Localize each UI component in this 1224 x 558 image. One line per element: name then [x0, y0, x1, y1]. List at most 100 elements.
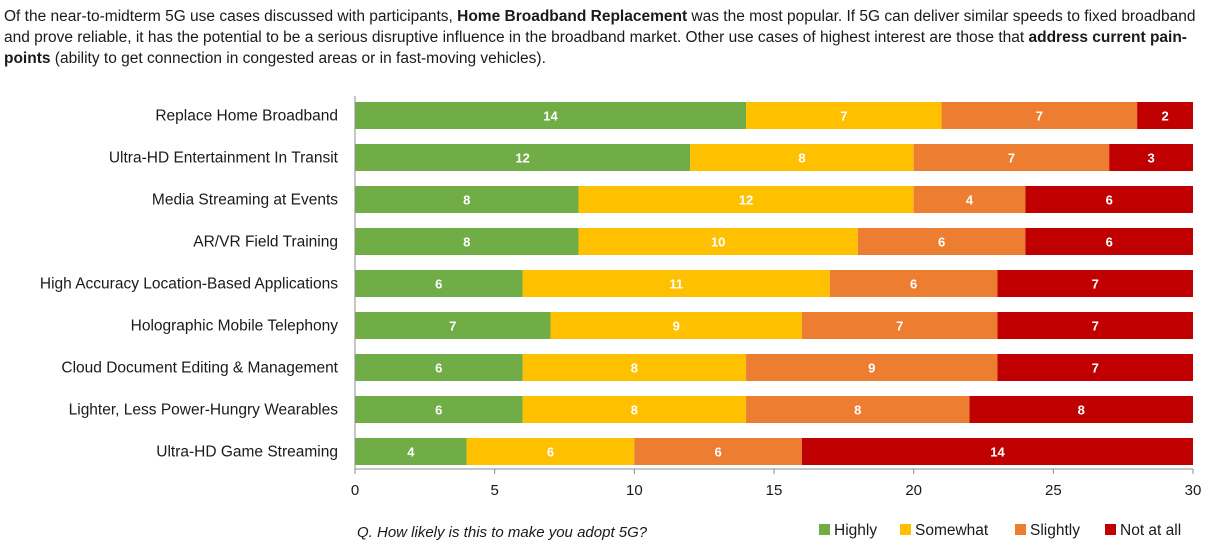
category-labels: Replace Home Broadband Ultra-HD Entertain… — [40, 108, 339, 461]
intro-bold-2: address current pain-points — [4, 29, 1187, 67]
data-label-somewhat-replace-home-broadband: 7 — [840, 109, 847, 124]
bar-somewhat-holographic-mobile-telephony — [550, 312, 802, 339]
bars-group: 14 7 7 2 12 8 7 3 8 12 4 6 8 10 6 6 6 11 6 7 7 9 7 7 6 8 9 7 6 8 8 8 4 6 6… — [355, 102, 1193, 465]
bar-somewhat-lighter-less-power-hungry-wearables — [522, 396, 747, 423]
category-label-lighter-less-power-hungry-wearables: Lighter, Less Power-Hungry Wearables — [69, 402, 339, 419]
x-axis: 0 5 10 15 20 25 30 — [351, 96, 1202, 499]
data-label-not-at-all-ultra-hd-game-streaming: 14 — [990, 445, 1005, 460]
category-label-high-accuracy-location-based-applications: High Accuracy Location-Based Application… — [40, 276, 338, 293]
data-label-somewhat-high-accuracy-location-based-applications: 11 — [669, 277, 683, 292]
data-label-somewhat-holographic-mobile-telephony: 9 — [673, 319, 680, 334]
data-label-slightly-media-streaming-at-events: 4 — [966, 193, 974, 208]
x-tick-label-10: 10 — [626, 482, 643, 499]
intro-text-2: was the most popular. If 5G can deliver … — [4, 8, 1196, 46]
x-tick-label-0: 0 — [351, 482, 359, 499]
bar-somewhat-high-accuracy-location-based-applications — [522, 270, 830, 297]
intro-bold-1: Home Broadband Replacement — [457, 8, 688, 25]
bar-highly-ultra-hd-entertainment-in-transit — [355, 144, 691, 171]
intro-text-3: (ability to get connection in congested … — [50, 50, 546, 67]
intro-paragraph: Of the near-to-midterm 5G use cases disc… — [4, 6, 1216, 69]
data-label-slightly-holographic-mobile-telephony: 7 — [896, 319, 903, 334]
legend-label-highly: Highly — [834, 522, 877, 539]
bar-highly-holographic-mobile-telephony — [355, 312, 551, 339]
bar-highly-replace-home-broadband — [355, 102, 747, 129]
bar-slightly-replace-home-broadband — [941, 102, 1138, 129]
data-label-slightly-cloud-document-editing-management: 9 — [868, 361, 875, 376]
bar-not-at-all-lighter-less-power-hungry-wearables — [969, 396, 1193, 423]
bar-slightly-cloud-document-editing-management — [746, 354, 998, 381]
data-label-not-at-all-ar-vr-field-training: 6 — [1106, 235, 1113, 250]
bar-slightly-ar-vr-field-training — [857, 228, 1026, 255]
bar-not-at-all-ultra-hd-entertainment-in-transit — [1109, 144, 1193, 171]
bar-highly-media-streaming-at-events — [355, 186, 579, 213]
bar-not-at-all-high-accuracy-location-based-applications — [997, 270, 1193, 297]
bar-highly-ultra-hd-game-streaming — [355, 438, 467, 465]
bar-slightly-lighter-less-power-hungry-wearables — [746, 396, 970, 423]
bar-somewhat-cloud-document-editing-management — [522, 354, 747, 381]
data-label-slightly-replace-home-broadband: 7 — [1036, 109, 1043, 124]
category-label-replace-home-broadband: Replace Home Broadband — [155, 108, 338, 125]
x-tick-label-25: 25 — [1045, 482, 1062, 499]
data-label-slightly-lighter-less-power-hungry-wearables: 8 — [854, 403, 861, 418]
category-label-cloud-document-editing-management: Cloud Document Editing & Management — [61, 360, 338, 377]
bar-somewhat-ultra-hd-entertainment-in-transit — [690, 144, 914, 171]
bar-slightly-holographic-mobile-telephony — [801, 312, 998, 339]
data-label-somewhat-ultra-hd-entertainment-in-transit: 8 — [798, 151, 805, 166]
data-label-highly-ar-vr-field-training: 8 — [463, 235, 470, 250]
data-label-somewhat-ar-vr-field-training: 10 — [711, 235, 725, 250]
data-label-highly-high-accuracy-location-based-applications: 6 — [435, 277, 442, 292]
data-label-highly-holographic-mobile-telephony: 7 — [449, 319, 456, 334]
data-label-somewhat-ultra-hd-game-streaming: 6 — [547, 445, 554, 460]
intro-text-1: Of the near-to-midterm 5G use cases disc… — [4, 8, 458, 25]
data-label-somewhat-cloud-document-editing-management: 8 — [631, 361, 638, 376]
legend-swatch-highly — [819, 524, 830, 535]
data-label-somewhat-lighter-less-power-hungry-wearables: 8 — [631, 403, 638, 418]
data-label-slightly-ultra-hd-game-streaming: 6 — [715, 445, 722, 460]
x-tick-label-20: 20 — [905, 482, 922, 499]
bar-slightly-high-accuracy-location-based-applications — [829, 270, 998, 297]
data-label-highly-media-streaming-at-events: 8 — [463, 193, 470, 208]
bar-not-at-all-cloud-document-editing-management — [997, 354, 1193, 381]
bar-somewhat-replace-home-broadband — [746, 102, 942, 129]
bar-slightly-ultra-hd-entertainment-in-transit — [913, 144, 1110, 171]
bar-somewhat-ar-vr-field-training — [578, 228, 858, 255]
legend-swatch-slightly — [1015, 524, 1026, 535]
category-label-media-streaming-at-events: Media Streaming at Events — [152, 192, 338, 209]
data-label-highly-ultra-hd-entertainment-in-transit: 12 — [515, 151, 529, 166]
data-label-slightly-high-accuracy-location-based-applications: 6 — [910, 277, 917, 292]
bar-highly-lighter-less-power-hungry-wearables — [355, 396, 523, 423]
category-label-holographic-mobile-telephony: Holographic Mobile Telephony — [131, 318, 339, 335]
data-label-not-at-all-cloud-document-editing-management: 7 — [1092, 361, 1099, 376]
legend-swatch-somewhat — [900, 524, 911, 535]
bar-slightly-media-streaming-at-events — [913, 186, 1026, 213]
x-tick-label-15: 15 — [766, 482, 783, 499]
data-label-not-at-all-media-streaming-at-events: 6 — [1106, 193, 1113, 208]
data-label-highly-ultra-hd-game-streaming: 4 — [407, 445, 415, 460]
bar-not-at-all-ar-vr-field-training — [1025, 228, 1193, 255]
bar-highly-cloud-document-editing-management — [355, 354, 523, 381]
bar-somewhat-media-streaming-at-events — [578, 186, 914, 213]
x-tick-label-30: 30 — [1185, 482, 1202, 499]
category-label-ultra-hd-entertainment-in-transit: Ultra-HD Entertainment In Transit — [109, 150, 339, 167]
category-label-ultra-hd-game-streaming: Ultra-HD Game Streaming — [156, 444, 338, 461]
category-label-ar-vr-field-training: AR/VR Field Training — [193, 234, 338, 251]
data-label-slightly-ar-vr-field-training: 6 — [938, 235, 945, 250]
data-label-slightly-ultra-hd-entertainment-in-transit: 7 — [1008, 151, 1015, 166]
bar-not-at-all-replace-home-broadband — [1137, 102, 1193, 129]
bar-not-at-all-holographic-mobile-telephony — [997, 312, 1193, 339]
footnote-question: Q. How likely is this to make you adopt … — [357, 524, 648, 541]
bar-highly-high-accuracy-location-based-applications — [355, 270, 523, 297]
bar-not-at-all-ultra-hd-game-streaming — [801, 438, 1193, 465]
data-label-highly-replace-home-broadband: 14 — [543, 109, 558, 124]
data-label-not-at-all-lighter-less-power-hungry-wearables: 8 — [1078, 403, 1085, 418]
legend-label-not-at-all: Not at all — [1120, 522, 1181, 539]
legend-label-somewhat: Somewhat — [915, 522, 989, 539]
bar-not-at-all-media-streaming-at-events — [1025, 186, 1193, 213]
legend: Highly Somewhat Slightly Not at all — [819, 522, 1181, 539]
data-label-not-at-all-high-accuracy-location-based-applications: 7 — [1092, 277, 1099, 292]
data-label-somewhat-media-streaming-at-events: 12 — [739, 193, 753, 208]
legend-swatch-not-at-all — [1105, 524, 1116, 535]
data-label-not-at-all-holographic-mobile-telephony: 7 — [1092, 319, 1099, 334]
data-label-not-at-all-replace-home-broadband: 2 — [1161, 109, 1168, 124]
